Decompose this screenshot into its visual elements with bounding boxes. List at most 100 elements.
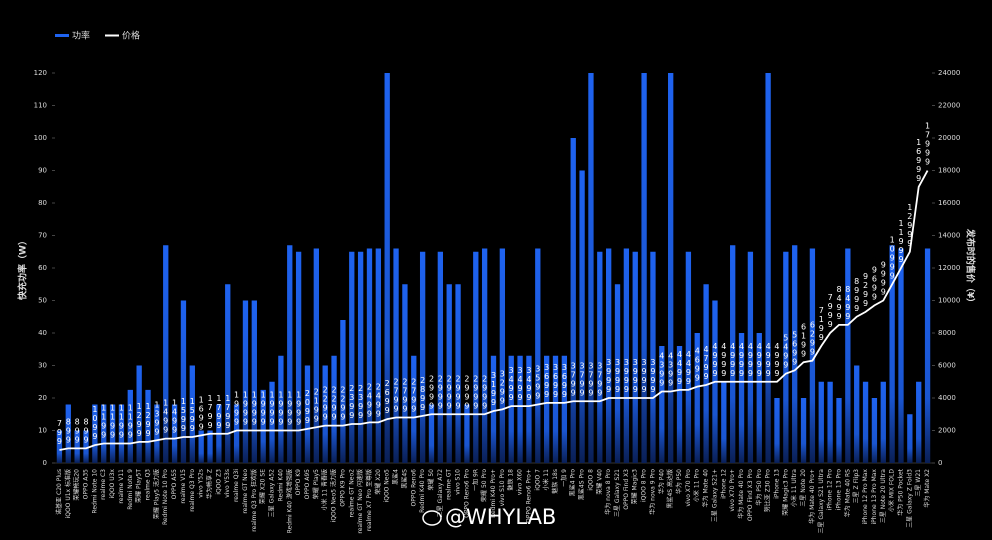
value-label: 2299	[321, 386, 330, 422]
bar	[818, 381, 824, 463]
x-tick-label: realme GT Neo2	[348, 469, 355, 518]
bar	[357, 251, 364, 463]
x-tick-label: iQOO 8 Pro	[641, 469, 648, 502]
x-tick-label: OPPO Reno6	[410, 469, 417, 507]
bar	[207, 430, 213, 463]
bar	[641, 73, 647, 463]
bar	[836, 398, 842, 463]
x-tick-label: iPhone 13	[773, 469, 780, 499]
x-tick-label: OPPO A95	[304, 469, 311, 500]
x-tick-label: iQOO Z3	[215, 469, 222, 495]
x-tick-label: 荣耀 Play5 活力版	[152, 469, 160, 519]
value-label: 4499	[684, 350, 693, 386]
bar	[74, 430, 80, 463]
value-label: 6299	[808, 321, 817, 357]
x-tick-label: 黑鲨4S	[401, 469, 408, 489]
value-label: 3699	[551, 363, 560, 399]
value-label: 1599	[179, 397, 188, 433]
bar	[154, 404, 160, 463]
value-label: 4799	[702, 345, 711, 381]
x-tick-label: realme V11	[118, 469, 125, 504]
value-label: 899	[82, 417, 91, 444]
value-label: 1999	[276, 391, 285, 427]
x-tick-label: 三星 Galaxy S21 Ultra	[818, 469, 825, 534]
bar	[880, 381, 886, 463]
legend-label: 价格	[122, 30, 140, 42]
x-tick-label: 华为 P50	[675, 469, 683, 494]
x-tick-label: OPPO A35	[83, 469, 90, 500]
x-tick-label: realme GT	[446, 469, 453, 500]
bar	[721, 381, 727, 463]
value-label: 1999	[232, 391, 241, 427]
x-tick-label: 荣耀 50	[427, 469, 435, 491]
bar	[437, 251, 444, 463]
bar	[827, 381, 833, 463]
bar	[650, 251, 656, 463]
bar	[233, 404, 240, 463]
x-tick-label: 黑鲨4 Pro	[570, 469, 577, 497]
value-label: 2899	[418, 376, 427, 412]
value-label: 1399	[152, 400, 161, 436]
bar	[614, 284, 621, 463]
value-label: 2399	[347, 384, 356, 420]
bar	[792, 245, 798, 463]
y2-tick-label: 14000	[938, 232, 960, 240]
value-label: 8499	[843, 285, 852, 321]
bar	[455, 284, 461, 463]
x-tick-label: 三星 Galaxy A72	[437, 469, 444, 518]
x-tick-label: realme C3	[100, 469, 107, 500]
x-tick-label: vivo Y52s	[198, 469, 205, 498]
value-label: 1999	[259, 391, 268, 427]
x-tick-label: vivo S10	[455, 469, 462, 495]
x-tick-label: realme GT Neo	[242, 469, 249, 514]
bar	[464, 404, 470, 463]
value-label: 8999	[852, 277, 861, 313]
x-tick-label: iQOO Neo5	[384, 469, 391, 503]
value-label: 3499	[524, 366, 533, 402]
x-tick-label: 一加 9R	[471, 469, 479, 491]
bar	[774, 398, 780, 463]
x-tick-label: OPPO K9 Pro	[339, 469, 346, 507]
watermark-group: @WHYLAB	[422, 505, 556, 529]
bar	[676, 346, 683, 463]
x-tick-label: 魅族 18	[507, 469, 515, 491]
bar	[171, 404, 178, 463]
y2-tick-label: 12000	[938, 264, 960, 272]
y-tick-label: 40	[38, 329, 47, 337]
value-label: 3599	[533, 365, 542, 401]
bar	[260, 389, 266, 463]
value-label: 2999	[436, 374, 445, 410]
y2-tick-label: 2000	[938, 427, 956, 435]
value-label: 2499	[374, 382, 383, 418]
y2-tick-label: 8000	[938, 329, 956, 337]
value-label: 2999	[462, 374, 471, 410]
bar	[65, 404, 71, 463]
bar	[411, 355, 417, 463]
bar	[145, 389, 151, 463]
value-label: 2999	[445, 374, 454, 410]
y-tick-label: 30	[38, 362, 47, 370]
y2-tick-label: 10000	[938, 297, 960, 305]
y-tick-label: 120	[34, 69, 47, 77]
x-tick-label: 华为 Mate 40	[702, 469, 710, 508]
value-label: 5499	[781, 334, 790, 370]
y2-tick-label: 24000	[938, 69, 960, 77]
x-tick-label: OPPO A55	[171, 469, 178, 500]
bar	[92, 404, 98, 463]
bar	[127, 389, 133, 463]
value-label: 3799	[578, 361, 587, 397]
value-label: 1499	[170, 399, 179, 435]
x-tick-label: 华为 Mate 40 Pro	[737, 469, 745, 519]
bar	[765, 73, 771, 463]
value-label: 1799	[206, 394, 215, 430]
bar	[180, 300, 187, 463]
x-tick-label: 三星 Note 20 Ultra	[880, 469, 887, 523]
x-tick-label: OPPO Find X3	[623, 469, 630, 510]
bar	[871, 398, 878, 463]
bar	[225, 284, 231, 463]
legend-label: 功率	[72, 30, 90, 42]
value-label: 1599	[188, 397, 197, 433]
bar	[287, 245, 293, 463]
bar	[898, 248, 904, 463]
